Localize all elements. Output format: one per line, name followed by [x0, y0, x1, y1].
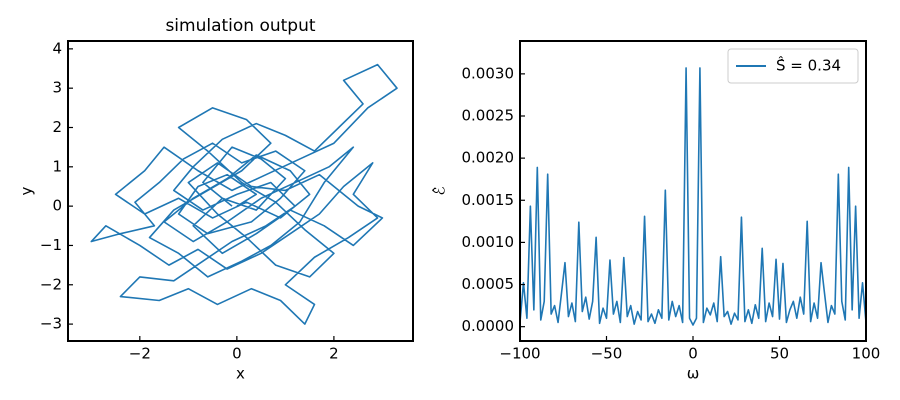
y-tick-label: 3 — [52, 79, 62, 97]
y-tick-label: 0.0030 — [462, 64, 515, 82]
y-tick-label: 0.0000 — [462, 317, 515, 335]
y-tick-label: 2 — [52, 118, 62, 136]
y-tick-label: 0.0010 — [462, 233, 515, 251]
y-tick-label: 0.0005 — [462, 275, 515, 293]
legend-box — [727, 48, 859, 84]
axes-frame — [67, 40, 414, 342]
chart-title: simulation output — [165, 16, 315, 36]
x-axis-label: x — [236, 365, 245, 383]
axes-frame — [519, 40, 867, 342]
data-line — [520, 67, 866, 326]
x-tick-label: −2 — [129, 345, 151, 363]
x-tick-label: 50 — [770, 345, 789, 363]
x-tick-label: −100 — [499, 345, 540, 363]
legend-label: Ŝ̂ = 0.34 — [776, 56, 841, 75]
y-tick-label: 0.0020 — [462, 149, 515, 167]
y-tick-label: 4 — [52, 39, 62, 57]
y-tick-label: 0.0015 — [462, 191, 515, 209]
x-tick-label: −50 — [591, 345, 623, 363]
y-axis-label: ℰ̂ — [431, 186, 449, 195]
y-tick-label: 1 — [52, 157, 62, 175]
x-tick-label: 2 — [329, 345, 339, 363]
y-tick-label: 0 — [52, 197, 62, 215]
y-tick-label: 0.0025 — [462, 107, 515, 125]
y-tick-label: −3 — [40, 315, 62, 333]
y-tick-label: −2 — [40, 275, 62, 293]
x-axis-label: ω — [687, 365, 700, 383]
y-tick-label: −1 — [40, 236, 62, 254]
x-tick-label: 100 — [852, 345, 881, 363]
y-axis-label: y — [18, 186, 36, 195]
x-tick-label: 0 — [232, 345, 242, 363]
data-line — [90, 63, 398, 325]
x-tick-label: 0 — [688, 345, 698, 363]
